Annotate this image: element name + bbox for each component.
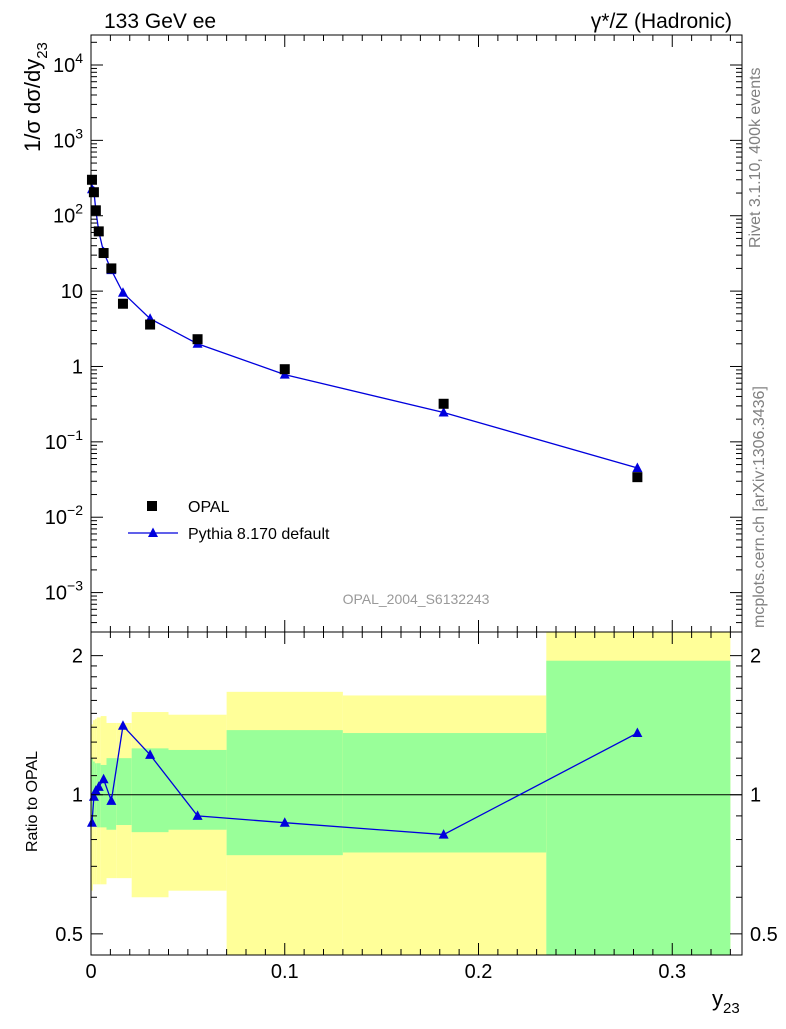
- x-tick-label: 0: [85, 961, 96, 983]
- main-y-tick-label: 10−3: [45, 578, 83, 605]
- ratio-point: [632, 727, 643, 738]
- ratio-y-tick-label: 0.5: [55, 924, 83, 946]
- ratio-band-inner: [100, 764, 107, 828]
- main-y-tick-label: 104: [53, 50, 83, 77]
- data-point: [98, 248, 109, 259]
- data-point: [90, 205, 101, 216]
- svg-text:1/σ dσ/dy23: 1/σ dσ/dy23: [20, 42, 51, 152]
- mc-series-line: [91, 188, 638, 469]
- ratio-point: [98, 773, 109, 784]
- side-text-top: Rivet 3.1.10, 400k events: [747, 67, 764, 248]
- ratio-band-inner: [226, 730, 343, 856]
- ratio-point: [106, 795, 117, 805]
- data-point: [117, 298, 128, 309]
- main-y-tick-label: 10−1: [45, 427, 83, 454]
- data-point: [279, 364, 290, 375]
- legend: OPAL Pythia 8.170 default: [128, 499, 330, 543]
- ratio-point: [279, 817, 290, 827]
- ratio-y-tick-label: 1: [72, 785, 83, 807]
- svg-text:y23: y23: [712, 986, 740, 1017]
- legend-marker-mc: [148, 527, 158, 537]
- ratio-point: [117, 720, 128, 730]
- main-y-tick-label: 102: [53, 201, 83, 228]
- ratio-band-inner: [546, 660, 731, 955]
- mc-point: [117, 287, 128, 297]
- ratio-band-inner: [91, 758, 93, 826]
- ratio-point: [93, 781, 104, 791]
- ratio-y-axis-label: Ratio to OPAL: [24, 751, 41, 852]
- main-y-axis-label: 1/σ dσ/dy23: [20, 42, 51, 152]
- ratio-layer: [86, 632, 742, 955]
- main-y-tick-label: 1: [72, 356, 83, 378]
- ratio-band-inner: [116, 758, 132, 826]
- data-point: [438, 398, 449, 409]
- side-text-bottom: mcplots.cern.ch [arXiv:1306.3436]: [751, 386, 768, 628]
- main-layer: OPAL Pythia 8.170 default: [86, 174, 643, 543]
- frame-layer: 10−3 10−2 10−1 1 10 102 103 104 0 0.1 0.2 0.3 0.5 0.5…: [45, 34, 778, 983]
- ratio-point: [145, 749, 156, 759]
- data-point: [632, 472, 643, 483]
- data-point: [106, 263, 117, 274]
- data-point: [93, 226, 104, 237]
- data-point: [192, 334, 203, 345]
- ratio-band-inner: [131, 748, 169, 833]
- ratio-band-inner: [96, 763, 101, 828]
- main-y-tick-label: 10−2: [45, 502, 83, 529]
- x-tick-label: 0.1: [271, 961, 299, 983]
- x-tick-label: 0.3: [658, 961, 686, 983]
- data-point: [88, 187, 99, 198]
- header-left-label: 133 GeV ee: [104, 10, 216, 33]
- ratio-band-inner: [106, 758, 117, 830]
- ratio-plot-frame: [90, 631, 743, 956]
- header-right-label: γ*/Z (Hadronic): [591, 10, 732, 33]
- mc-point: [438, 407, 449, 417]
- data-point: [145, 319, 156, 330]
- ratio-y-tick-label: 2: [72, 646, 83, 668]
- legend-label-mc: Pythia 8.170 default: [188, 526, 330, 543]
- ratio-point: [438, 829, 449, 839]
- main-y-tick-label: 103: [53, 125, 83, 152]
- watermark-label: OPAL_2004_S6132243: [343, 591, 490, 607]
- legend-marker-data: [147, 501, 157, 511]
- ratio-point: [192, 810, 203, 820]
- mc-point: [632, 462, 643, 472]
- x-axis-label: y23: [712, 986, 740, 1017]
- main-y-tick-label: 10: [61, 281, 83, 303]
- ratio-point: [86, 817, 97, 827]
- ratio-y-tick-label-right: 1: [750, 785, 761, 807]
- x-tick-label: 0.2: [465, 961, 493, 983]
- legend-label-data: OPAL: [188, 499, 230, 516]
- ratio-y-tick-label-right: 0.5: [750, 924, 778, 946]
- ratio-y-tick-label-right: 2: [750, 646, 761, 668]
